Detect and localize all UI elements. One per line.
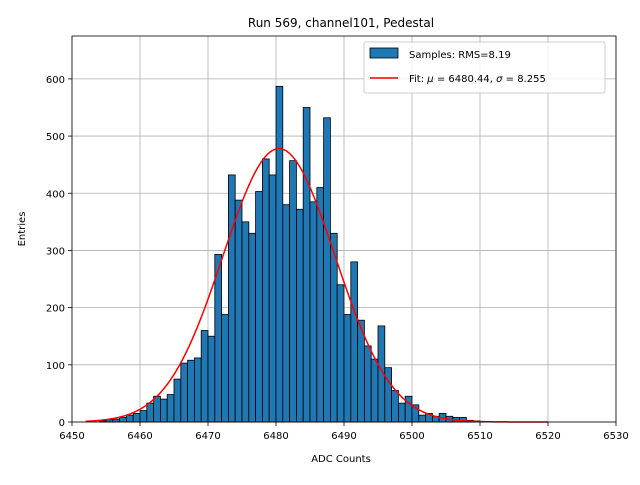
legend: Samples: RMS=8.19 Fit: μ = 6480.44, σ = … [363, 41, 606, 94]
histogram-bar [370, 358, 379, 423]
histogram-bar [159, 398, 168, 423]
y-tick-label: 600 [46, 75, 65, 86]
x-axis-label: ADC Counts [311, 454, 371, 465]
histogram-bar [309, 201, 318, 423]
y-tick-label: 400 [46, 189, 65, 200]
y-tick-label: 0 [59, 418, 65, 429]
histogram-bar [180, 362, 189, 423]
x-tick-label: 6490 [331, 431, 356, 442]
histogram-bar [282, 204, 290, 423]
histogram-bar [343, 314, 352, 423]
histogram-bar [241, 221, 250, 423]
histogram-bar [234, 199, 243, 423]
histogram-bar [119, 417, 127, 423]
histogram-bar [248, 232, 257, 423]
histogram-bar [336, 284, 345, 423]
x-tick-label: 6530 [603, 431, 628, 442]
x-tick-label: 6500 [399, 431, 424, 442]
legend-histogram-swatch [369, 47, 399, 59]
histogram-bar [275, 85, 284, 423]
x-tick-label: 6510 [467, 431, 492, 442]
y-axis-label: Entries [17, 212, 28, 247]
histogram-bar [268, 174, 277, 423]
histogram-bar [187, 359, 195, 423]
x-axis: 6450 6460 6470 6480 6490 6500 6510 6520 6530 [59, 422, 629, 442]
histogram-bars [98, 85, 481, 423]
histogram-bar [146, 402, 155, 423]
legend-fit-sigma: σ [496, 74, 503, 85]
histogram-bar [350, 261, 358, 423]
histogram-bar [418, 414, 426, 423]
y-tick-label: 300 [46, 246, 65, 257]
chart-title: Run 569, channel101, Pedestal [248, 16, 434, 30]
legend-fit-label: Fit: μ = 6480.44, σ = 8.255 [409, 74, 546, 85]
histogram-bar [289, 160, 297, 423]
histogram-bar [166, 394, 175, 423]
histogram-bar [384, 367, 392, 423]
histogram-bar [302, 107, 311, 423]
histogram-bar [139, 410, 148, 423]
legend-fit-mu: μ [426, 74, 433, 85]
histogram-bar [132, 413, 141, 423]
x-tick-label: 6480 [263, 431, 288, 442]
histogram-bar [255, 191, 263, 423]
legend-histogram-label: Samples: RMS=8.19 [409, 50, 511, 61]
y-tick-label: 100 [46, 361, 65, 372]
histogram-bar [200, 330, 209, 423]
histogram-bar [126, 414, 134, 423]
x-tick-label: 6470 [195, 431, 220, 442]
legend-box [363, 41, 606, 94]
histogram-bar [323, 117, 331, 423]
histogram-bar [316, 187, 324, 423]
fit-curve [85, 147, 548, 423]
histogram-bar [397, 402, 406, 423]
y-tick-label: 500 [46, 132, 65, 143]
histogram-bar [363, 345, 372, 423]
legend-fit-suffix: = 8.255 [502, 74, 545, 85]
histogram-bar [295, 208, 304, 423]
y-axis: 0 100 200 300 400 500 600 [46, 75, 72, 429]
legend-fit-middle: = 6480.44, [434, 74, 496, 85]
x-tick-label: 6450 [59, 431, 84, 442]
histogram-bar [261, 158, 270, 423]
histogram-bar [153, 395, 161, 423]
histogram-bar [207, 335, 216, 423]
x-tick-label: 6520 [535, 431, 560, 442]
histogram-bar [221, 314, 229, 423]
histogram-bar [112, 418, 121, 423]
histogram-bar [391, 390, 399, 423]
histogram-bar [214, 254, 223, 423]
x-tick-label: 6460 [127, 431, 152, 442]
y-tick-label: 200 [46, 304, 65, 315]
histogram-bar [193, 357, 202, 423]
histogram-bar [227, 174, 236, 423]
histogram-bar [173, 378, 182, 423]
legend-fit-prefix: Fit: [409, 74, 427, 85]
